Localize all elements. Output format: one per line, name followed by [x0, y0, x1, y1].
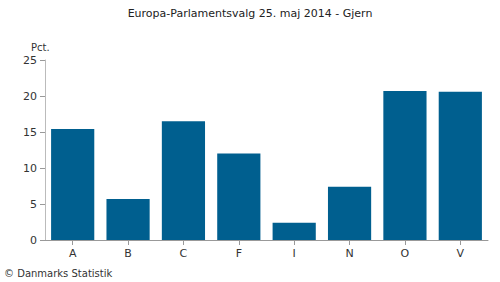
- svg-text:© Danmarks Statistik: © Danmarks Statistik: [4, 268, 113, 279]
- svg-text:I: I: [293, 247, 296, 260]
- svg-text:V: V: [457, 247, 465, 260]
- svg-text:0: 0: [30, 234, 37, 247]
- svg-text:25: 25: [23, 54, 37, 67]
- svg-text:5: 5: [30, 198, 37, 211]
- svg-text:A: A: [69, 247, 77, 260]
- svg-text:F: F: [236, 247, 242, 260]
- svg-text:O: O: [401, 247, 410, 260]
- svg-text:Pct.: Pct.: [31, 42, 50, 53]
- svg-text:20: 20: [23, 90, 37, 103]
- svg-text:B: B: [124, 247, 132, 260]
- svg-text:N: N: [345, 247, 353, 260]
- svg-text:10: 10: [23, 162, 37, 175]
- svg-text:Europa-Parlamentsvalg 25. maj: Europa-Parlamentsvalg 25. maj 2014 - Gje…: [128, 7, 373, 20]
- svg-text:C: C: [180, 247, 188, 260]
- svg-text:15: 15: [23, 126, 37, 139]
